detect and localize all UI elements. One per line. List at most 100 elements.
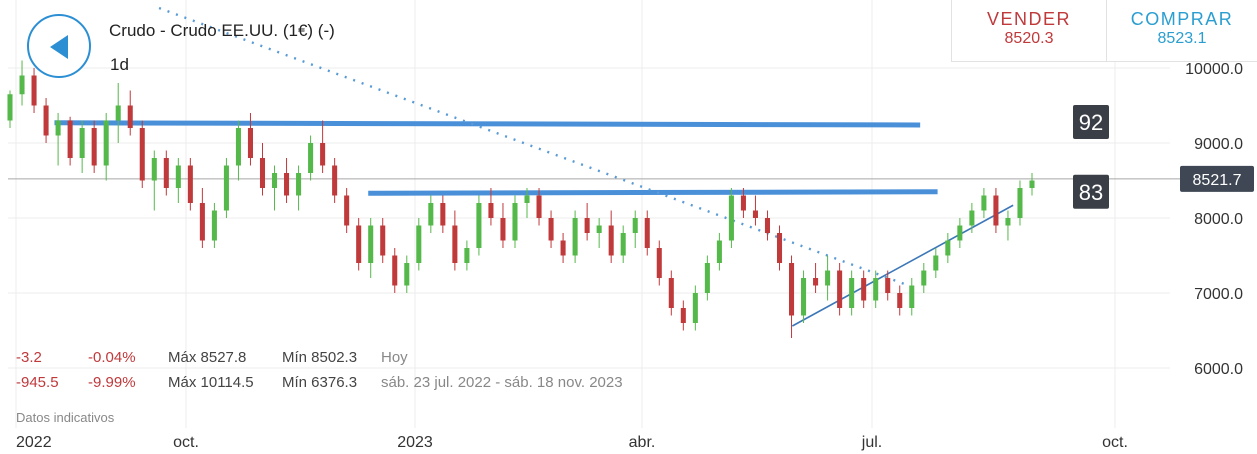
support-trend-line: [791, 204, 1014, 327]
y-tick-label: 8000.0: [1194, 211, 1243, 228]
back-arrow-icon: [50, 35, 68, 59]
candle: [151, 150, 157, 211]
candle-body: [837, 270, 843, 308]
candle: [1005, 210, 1011, 241]
candle: [392, 248, 398, 293]
candle: [247, 113, 253, 166]
candle: [897, 285, 903, 316]
candle-body: [404, 263, 410, 286]
y-tick-label: 6000.0: [1194, 361, 1243, 378]
candle: [223, 158, 229, 218]
candle: [476, 195, 482, 256]
candle-body: [163, 158, 169, 188]
candle: [31, 68, 37, 113]
candle: [464, 240, 470, 271]
candle-body: [704, 263, 710, 293]
sell-button[interactable]: VENDER 8520.3: [951, 0, 1107, 62]
candle: [1029, 173, 1035, 196]
candle: [620, 225, 626, 263]
candle-body: [668, 278, 674, 308]
candle: [404, 255, 410, 293]
candle: [308, 135, 314, 181]
candle-body: [247, 128, 253, 158]
candle: [945, 233, 951, 263]
candle: [668, 270, 674, 316]
x-tick-label: jul.: [861, 434, 882, 451]
candle-body: [223, 165, 229, 211]
candle-body: [897, 293, 903, 308]
candle-body: [380, 225, 386, 256]
candle-body: [43, 105, 49, 136]
candle: [716, 233, 722, 271]
candle: [79, 120, 85, 173]
candle: [512, 195, 518, 248]
candle-body: [957, 225, 963, 241]
candle-body: [596, 225, 602, 233]
candle-body: [344, 195, 350, 226]
candle: [921, 263, 927, 293]
candle-body: [981, 195, 987, 211]
trend-lines: [54, 6, 1014, 327]
candle-body: [127, 105, 133, 128]
candle: [560, 233, 566, 263]
level-tag: [1073, 174, 1109, 209]
candle-body: [1005, 218, 1011, 226]
back-button[interactable]: [27, 14, 91, 78]
buy-button[interactable]: COMPRAR 8523.1: [1107, 0, 1257, 62]
candle: [656, 240, 662, 286]
sell-price: 8520.3: [1004, 30, 1054, 47]
candle-body: [620, 233, 626, 256]
resistance-lower-line: [368, 189, 938, 196]
interval-label[interactable]: 1d: [110, 55, 129, 74]
candle: [584, 203, 590, 241]
candle-body: [885, 278, 891, 293]
x-tick-label: abr.: [629, 434, 656, 451]
candle-body: [67, 120, 73, 158]
candle-body: [632, 218, 638, 233]
candle: [1017, 180, 1023, 226]
candle: [199, 188, 205, 248]
candle: [933, 248, 939, 278]
candle: [368, 218, 374, 278]
candle: [380, 218, 386, 263]
chart-axes: 10000.0 9000.0 8000.0 7000.0 6000.0 2022 oct. 2…: [16, 61, 1254, 451]
candle: [440, 195, 446, 233]
x-tick-label: oct.: [1102, 434, 1128, 451]
candle: [813, 263, 819, 293]
candle-body: [271, 173, 278, 188]
range-max: Máx 10114.5: [168, 374, 254, 391]
candle-body: [813, 278, 819, 286]
candle: [67, 116, 73, 166]
candle-body: [199, 203, 205, 241]
candle: [332, 158, 338, 203]
candle: [344, 188, 350, 233]
day-change: -3.2: [16, 349, 42, 366]
candle-body: [801, 278, 807, 316]
candle-body: [608, 225, 614, 256]
buy-label: COMPRAR: [1130, 9, 1234, 29]
candle-body: [933, 255, 939, 271]
candle-body: [873, 278, 879, 301]
candle: [55, 113, 61, 166]
candle-body: [945, 240, 951, 256]
candle-body: [764, 218, 771, 233]
candle: [692, 285, 698, 331]
x-tick-label: 2022: [16, 434, 52, 451]
candle: [764, 210, 771, 241]
candle: [284, 158, 290, 203]
candle: [981, 188, 987, 218]
candle-body: [656, 248, 662, 278]
candle: [849, 270, 855, 316]
candle-body: [861, 278, 867, 301]
candle-body: [19, 75, 25, 95]
candle-body: [103, 120, 109, 166]
candle-body: [308, 143, 314, 173]
candle: [644, 210, 650, 256]
candle: [993, 188, 999, 233]
candle-body: [416, 225, 422, 263]
candle-body: [644, 218, 650, 248]
candle: [873, 270, 879, 308]
candle-body: [187, 165, 193, 203]
candle-body: [296, 173, 302, 196]
